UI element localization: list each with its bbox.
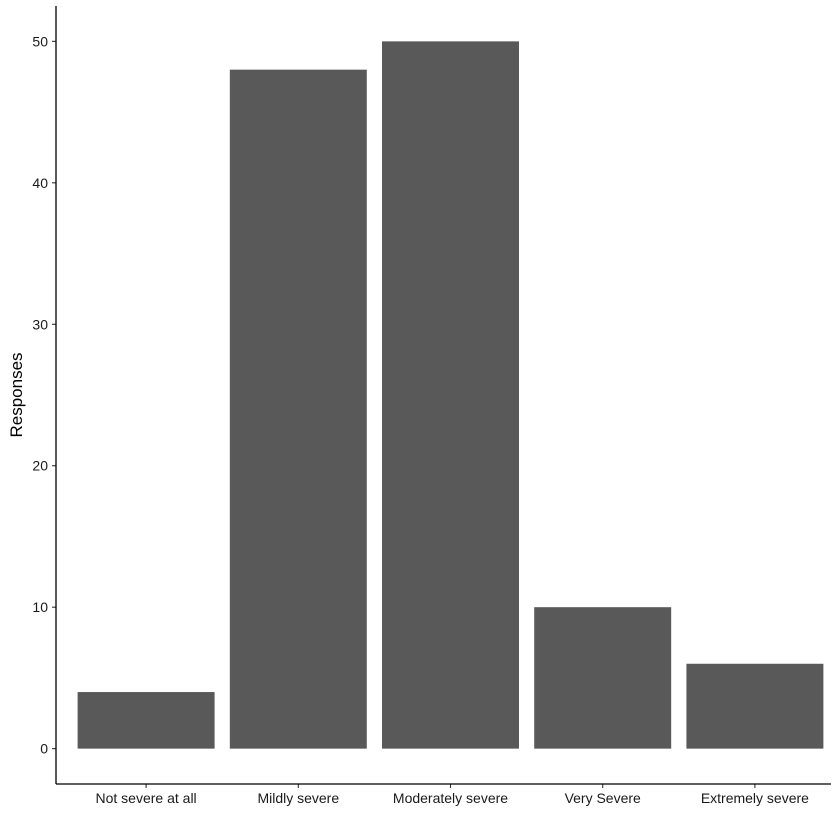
x-tick-label: Not severe at all [96,790,197,806]
bar-very-severe [534,607,672,749]
y-tick-label: 50 [32,33,48,49]
x-tick-label: Extremely severe [701,790,809,806]
x-tick-label: Mildly severe [257,790,339,806]
x-tick-label: Moderately severe [393,790,508,806]
y-axis-ticks: 0 10 20 30 40 50 [32,33,56,757]
x-tick-label: Very Severe [565,790,641,806]
bars-group [77,41,824,749]
y-tick-label: 10 [32,599,48,615]
bar-moderately-severe [382,41,519,749]
bar-not-severe-at-all [77,692,215,749]
y-tick-label: 30 [32,316,48,332]
y-tick-label: 0 [40,741,48,757]
bar-extremely-severe [686,663,824,749]
y-tick-label: 40 [32,175,48,191]
x-axis-ticks: Not severe at all Mildly severe Moderately… [96,784,809,806]
y-axis-title: Responses [7,352,26,437]
bar-mildly-severe [229,69,367,749]
y-tick-label: 20 [32,458,48,474]
